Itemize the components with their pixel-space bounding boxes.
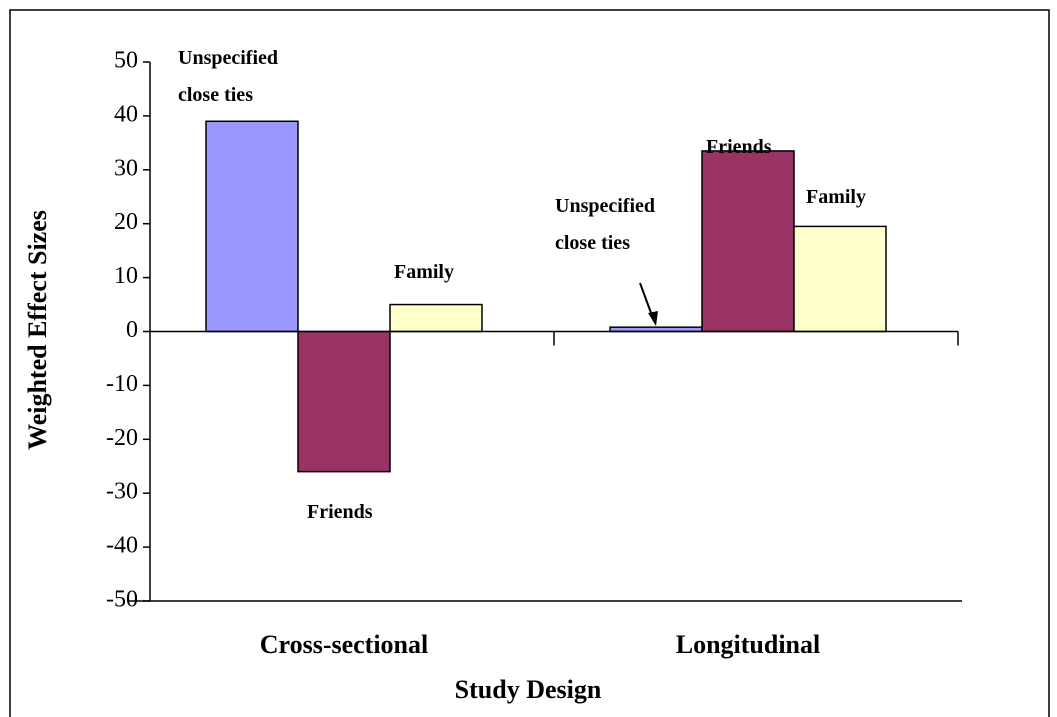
x-tick-label: Longitudinal [676,630,821,659]
y-tick-label: -40 [106,533,138,559]
chart-border [9,9,1050,717]
bar [701,150,795,333]
bar [793,225,887,333]
bar-annotation: Family [806,186,866,208]
bar [297,330,391,473]
y-tick-label: 20 [114,209,138,235]
bar-annotation: Unspecified close ties [178,47,278,106]
y-tick-label: 50 [114,48,138,74]
y-tick-label: 10 [114,263,138,289]
bar [205,120,299,333]
y-tick-label: -10 [106,371,138,397]
y-tick-label: -30 [106,479,138,505]
y-axis-label: Weighted Effect Sizes [23,210,52,450]
bar-annotation: Friends [706,136,772,158]
bar [389,303,483,333]
x-tick-label: Cross-sectional [260,630,429,659]
bar-annotation: Unspecified close ties [555,195,655,254]
bar-annotation: Family [394,261,454,283]
y-tick-label: 30 [114,155,138,181]
y-tick-label: -50 [106,587,138,613]
x-axis-label: Study Design [455,675,602,704]
y-tick-label: 0 [126,317,138,343]
y-tick-label: 40 [114,101,138,127]
arrow-head [648,311,658,326]
y-tick-label: -20 [106,425,138,451]
bar-annotation: Friends [307,501,373,523]
